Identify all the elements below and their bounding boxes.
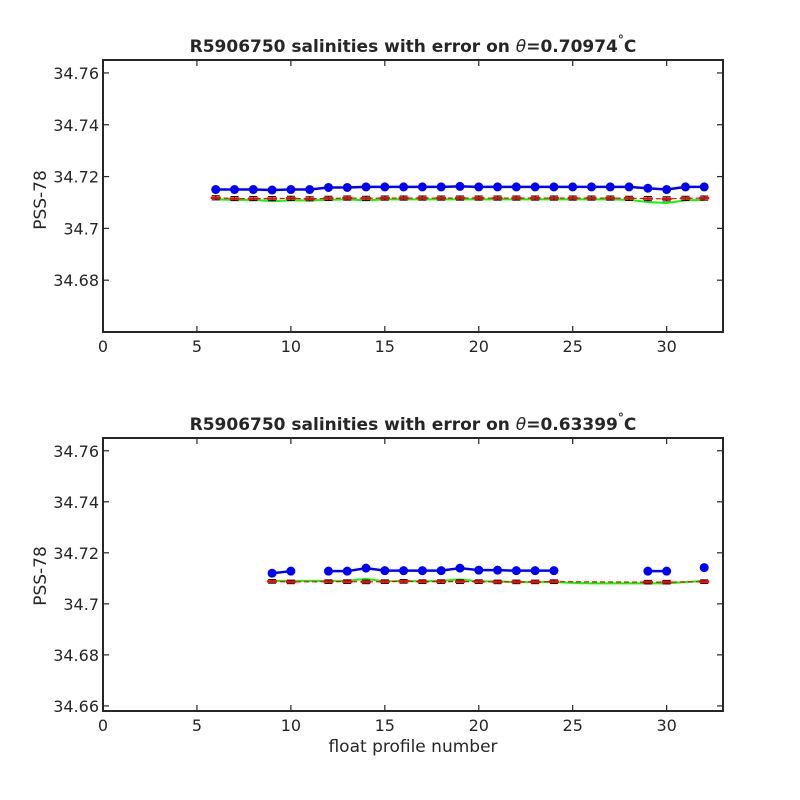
data-point — [436, 182, 446, 192]
chart-panel-bottom: R5906750 salinities with error on θ=0.63… — [31, 411, 724, 757]
x-tick-label: 15 — [375, 337, 395, 356]
data-point — [436, 566, 446, 576]
data-point — [211, 185, 221, 195]
plot-area: 0 5 10 15 20 25 30 34.68 34.7 34.72 34.74 34.76 — [53, 60, 723, 356]
data-point — [399, 182, 409, 192]
x-tick-label: 20 — [469, 337, 489, 356]
data-point — [455, 563, 465, 573]
data-point — [624, 182, 634, 192]
y-tick-label: 34.66 — [53, 697, 99, 716]
data-point — [605, 182, 615, 192]
x-tick-label: 0 — [98, 337, 108, 356]
x-tick-label: 30 — [656, 716, 676, 735]
data-point — [361, 563, 371, 573]
data-point — [530, 566, 540, 576]
data-point — [474, 182, 484, 192]
chart-panel-top: R5906750 salinities with error on θ=0.70… — [31, 33, 724, 356]
data-point — [417, 566, 427, 576]
data-point — [267, 185, 277, 195]
data-point — [549, 566, 559, 576]
series-line-red — [215, 197, 705, 200]
data-point — [662, 185, 672, 195]
chart-title: R5906750 salinities with error on θ=0.70… — [190, 33, 637, 57]
y-tick-label: 34.76 — [53, 64, 99, 83]
data-point — [493, 182, 503, 192]
y-axis-label: PSS-78 — [31, 546, 51, 606]
data-point — [248, 185, 258, 195]
data-point — [643, 566, 653, 576]
x-tick-label: 30 — [656, 337, 676, 356]
data-point — [586, 182, 596, 192]
data-point — [699, 563, 709, 573]
data-point — [286, 566, 296, 576]
y-tick-label: 34.74 — [53, 116, 99, 135]
x-axis-label: float profile number — [328, 737, 497, 757]
data-point — [530, 182, 540, 192]
data-point — [680, 182, 690, 192]
series-line-red — [272, 580, 705, 583]
data-point — [267, 568, 277, 578]
y-tick-label: 34.72 — [53, 168, 99, 187]
data-point — [399, 566, 409, 576]
data-point — [286, 185, 296, 195]
data-point — [230, 185, 240, 195]
data-point — [568, 182, 578, 192]
y-tick-label: 34.68 — [53, 271, 99, 290]
data-point — [643, 183, 653, 193]
data-point — [380, 182, 390, 192]
y-tick-label: 34.7 — [63, 219, 99, 238]
x-tick-label: 5 — [192, 337, 202, 356]
x-tick-label: 25 — [563, 337, 583, 356]
y-tick-label: 34.76 — [53, 442, 99, 461]
data-point — [455, 181, 465, 191]
x-tick-label: 10 — [281, 337, 301, 356]
y-axis-label: PSS-78 — [31, 170, 51, 230]
data-point — [474, 565, 484, 575]
data-point — [662, 566, 672, 576]
data-point — [342, 182, 352, 192]
y-tick-label: 34.68 — [53, 646, 99, 665]
data-point — [361, 182, 371, 192]
data-point — [493, 565, 503, 575]
data-point — [323, 566, 333, 576]
data-point — [305, 185, 315, 195]
data-point — [342, 566, 352, 576]
y-tick-label: 34.74 — [53, 493, 99, 512]
x-tick-label: 20 — [469, 716, 489, 735]
data-point — [511, 182, 521, 192]
data-point — [380, 566, 390, 576]
data-point — [549, 182, 559, 192]
data-point — [417, 182, 427, 192]
y-tick-label: 34.72 — [53, 544, 99, 563]
x-tick-label: 5 — [192, 716, 202, 735]
y-tick-label: 34.7 — [63, 595, 99, 614]
chart-title: R5906750 salinities with error on θ=0.63… — [190, 411, 637, 435]
data-point — [511, 566, 521, 576]
x-tick-label: 0 — [98, 716, 108, 735]
x-tick-label: 10 — [281, 716, 301, 735]
axes-frame — [102, 59, 724, 333]
data-point — [699, 182, 709, 192]
axes-frame — [102, 437, 724, 712]
x-tick-label: 25 — [563, 716, 583, 735]
x-tick-label: 15 — [375, 716, 395, 735]
data-point — [323, 182, 333, 192]
